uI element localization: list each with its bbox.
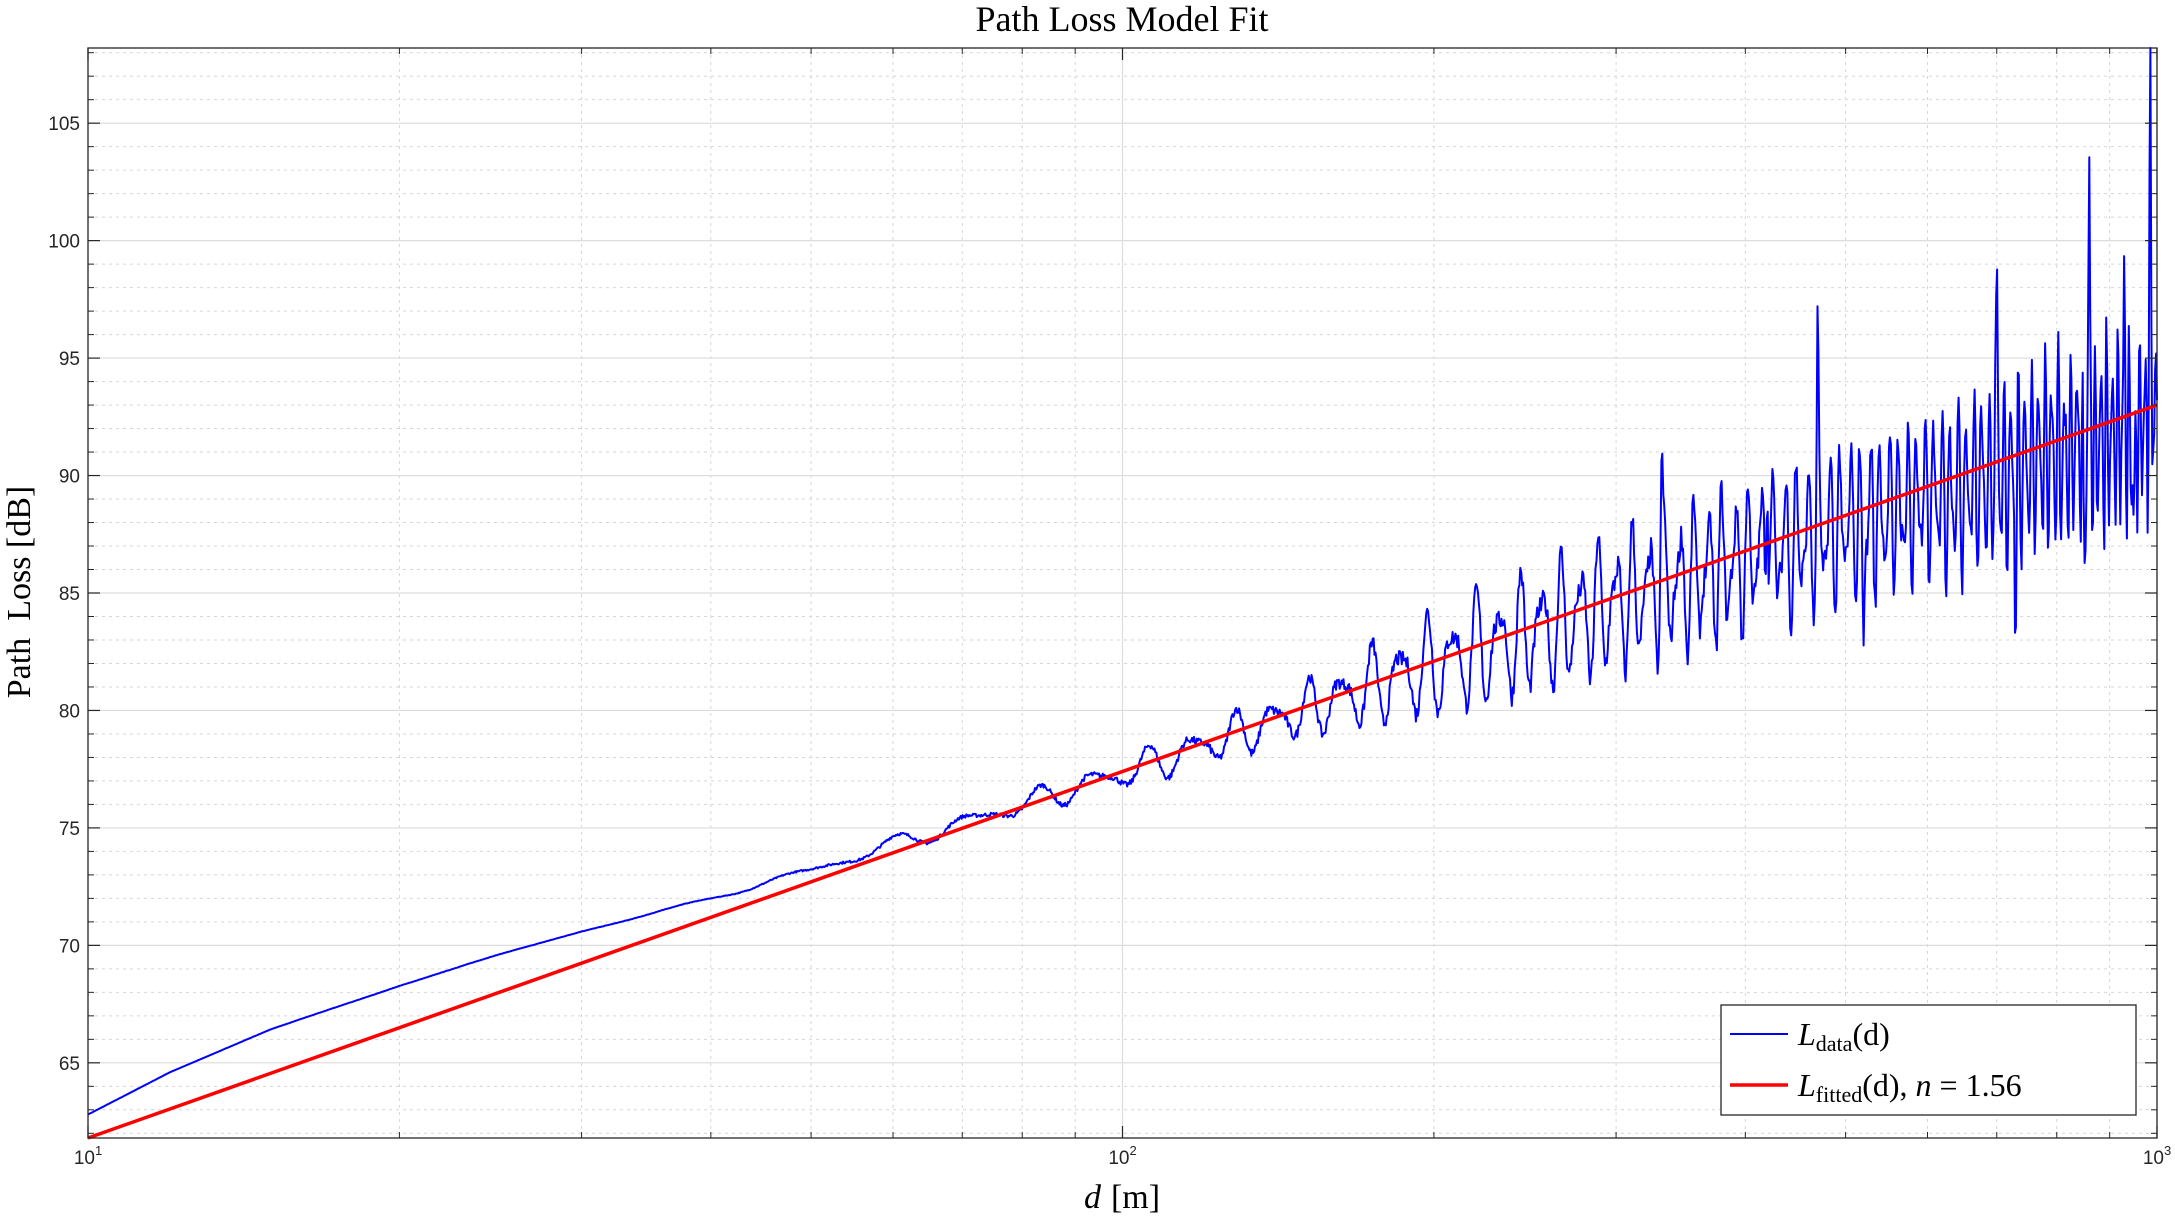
legend-fitted-main: L	[1797, 1067, 1816, 1103]
y-tick-label: 70	[59, 936, 80, 957]
legend-label-data: Ldata(d)	[1797, 1016, 1890, 1056]
x-axis-unit: [m]	[1111, 1179, 1160, 1216]
data-series-line	[87, 47, 2158, 1116]
x-tick-label: 101	[74, 1143, 102, 1169]
chart-title: Path Loss Model Fit	[975, 0, 1268, 39]
legend-box	[1720, 1004, 2137, 1116]
legend-fitted-n: n	[1916, 1067, 1932, 1103]
x-tick-label: 103	[2143, 1143, 2171, 1169]
x-tick-base: 10	[1108, 1148, 1129, 1169]
legend-fitted-sub: fitted	[1816, 1082, 1862, 1107]
y-tick-label: 100	[48, 232, 80, 253]
y-tick-label: 85	[59, 584, 80, 605]
x-tick-exponent: 2	[1129, 1143, 1136, 1158]
y-tick-label: 80	[59, 701, 80, 722]
x-tick-base: 10	[2143, 1148, 2164, 1169]
x-axis-label: d [m]	[1084, 1179, 1160, 1216]
y-tick-label: 75	[59, 819, 80, 840]
y-tick-labels: 65 70 75 80 85 90 95 100 105	[48, 114, 80, 1075]
series-layer	[87, 47, 2158, 1140]
x-axis-variable: d	[1084, 1179, 1102, 1216]
x-tick-exponent: 3	[2164, 1143, 2171, 1158]
x-tick-base: 10	[74, 1148, 95, 1169]
legend-data-sub: data	[1816, 1031, 1853, 1056]
legend-fitted-value: = 1.56	[1932, 1067, 2022, 1103]
y-tick-label: 90	[59, 467, 80, 488]
y-tick-label: 95	[59, 349, 80, 370]
x-tick-exponent: 1	[95, 1143, 102, 1158]
fitted-series-line	[87, 403, 2158, 1140]
minor-grid	[88, 48, 2157, 1138]
y-tick-label: 105	[48, 114, 80, 135]
legend-data-main: L	[1797, 1016, 1816, 1052]
x-tick-label: 102	[1108, 1143, 1136, 1169]
legend-fitted-rest: (d),	[1862, 1067, 1915, 1103]
y-axis-label: Path Loss [dB]	[1, 486, 38, 699]
legend-label-fitted: Lfitted(d), n = 1.56	[1797, 1067, 2022, 1107]
y-tick-label: 65	[59, 1054, 80, 1075]
axis-ticks	[87, 48, 2158, 1138]
legend: Ldata(d) Lfitted(d), n = 1.56	[1720, 1004, 2137, 1116]
x-tick-labels: 101 102 103	[74, 1143, 2171, 1169]
legend-data-rest: (d)	[1852, 1016, 1889, 1052]
